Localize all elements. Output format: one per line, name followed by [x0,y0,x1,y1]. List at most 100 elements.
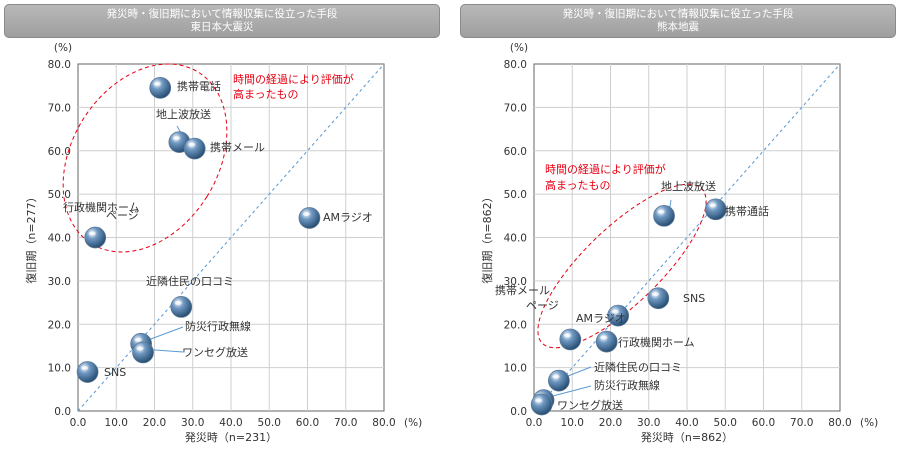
x-axis-tick-label: 80.0 [828,417,851,429]
data-label: SNS [683,292,705,305]
y-axis-tick-label: 10.0 [504,363,527,375]
data-label: 防災行政無線 [185,319,251,333]
data-point [653,204,675,227]
data-label: 携帯メール [495,283,550,297]
data-point-highlight [88,231,96,236]
annotation-text: 高まったもの [545,178,611,192]
y-axis-title: 復旧期（n=277） [25,191,38,283]
data-label: 近隣住民の口コミ [146,274,234,288]
data-point [298,207,321,229]
left-admin-homepage-second-line: ページ [106,209,139,222]
y-axis-unit-label: (%) [510,42,528,54]
data-point-highlight [134,337,142,342]
y-axis-tick-label: 20.0 [48,319,71,331]
y-axis-tick-label: 10.0 [48,363,71,375]
data-point [170,296,193,318]
data-point-highlight [563,333,571,338]
x-axis-tick-label: 60.0 [752,417,775,429]
data-label: 携帯電話 [177,79,221,93]
x-axis-unit-label: (%) [860,417,878,429]
data-point-highlight [657,209,665,214]
data-label: SNS [104,366,126,379]
data-point [183,137,206,160]
y-axis-tick-label: 40.0 [504,233,527,245]
data-label: 地上波放送 [156,107,211,121]
x-axis-tick-label: 50.0 [258,417,281,429]
annotation-text: 時間の経過により評価が [545,162,666,176]
data-point-highlight [153,81,161,86]
y-axis-title: 復旧期（n=862） [481,191,494,283]
data-point-highlight [611,309,619,314]
left-chart-panel: 発災時・復旧期において情報収集に役立った手段 東日本大震災 0.0 0.0 10.0… [0,0,446,449]
annotation-text: 時間の経過により評価が [233,72,354,86]
y-axis-tick-label: 30.0 [504,276,527,288]
right-chart-panel: 発災時・復旧期において情報収集に役立った手段 熊本地震 0.0 0.0 10.0 10… [456,0,902,449]
y-axis-tick-label: 60.0 [504,146,527,158]
x-axis-tick-label: 0.0 [70,417,87,429]
data-point-highlight [172,136,180,141]
data-point-highlight [81,365,89,370]
data-point [595,330,618,353]
x-axis-tick-label: 60.0 [296,417,319,429]
y-axis-tick-label: 30.0 [48,276,71,288]
data-label: 携帯メール [210,140,265,154]
y-axis-tick-label: 0.0 [510,406,527,418]
x-axis-tick-label: 20.0 [143,417,166,429]
label-leader-line [147,348,184,353]
x-axis-title: 発災時（n=862） [641,430,733,444]
x-axis-tick-label: 70.0 [790,417,813,429]
data-point [530,393,553,416]
x-axis-tick-label: 20.0 [599,417,622,429]
right-chart-title: 発災時・復旧期において情報収集に役立った手段 [562,8,794,20]
right-scatter-chart: 0.00.0 10.0 10.0 20.0 20.0 30.0 30.0 40.0 40.0 50… [481,42,878,444]
data-label: 携帯通話 [725,204,769,218]
x-axis-title: 発災時（n=231） [185,430,277,444]
y-axis-tick-label: 70.0 [504,102,527,114]
data-label: 行政機関ホーム [618,335,695,349]
data-label: AMラジオ [576,312,626,325]
highlight-ellipse [62,63,228,253]
y-axis-tick-label: 80.0 [504,59,527,71]
x-axis-unit-label: (%) [404,417,422,429]
data-point-highlight [600,335,608,340]
annotation-text: 高まったもの [233,87,299,101]
y-axis-tick-label: 50.0 [504,189,527,201]
x-axis-tick-label: 0.0 [526,417,543,429]
equality-reference-line [533,63,841,412]
y-axis-tick-label: 0.0 [54,406,71,418]
y-axis-tick-label: 60.0 [48,146,71,158]
data-label: 地上波放送 [661,179,716,193]
data-point-highlight [136,346,144,351]
y-axis-tick-label: 70.0 [48,102,71,114]
data-label: 防災行政無線 [594,378,660,392]
data-point [132,341,154,364]
data-point [548,369,570,392]
data-label: ワンセグ放送 [557,398,623,412]
x-axis-tick-label: 30.0 [637,417,660,429]
label-leader-line [548,385,592,398]
data-point-highlight [188,142,196,147]
data-label: AMラジオ [323,211,373,224]
left-chart-title-box: 発災時・復旧期において情報収集に役立った手段 東日本大震災 [4,4,440,38]
y-axis-tick-label: 50.0 [48,189,71,201]
data-point [647,287,670,310]
data-point-highlight [651,292,659,297]
left-scatter-chart: 0.00.0 10.0 10.0 20.0 20.0 30.0 30.0 40.0 40.0 50… [25,42,422,444]
left-chart-title: 発災時・復旧期において情報収集に役立った手段 [106,8,338,20]
data-point [149,77,172,99]
right-chart-subtitle: 熊本地震 [657,21,699,33]
data-label: 近隣住民の口コミ [594,360,682,374]
x-axis-tick-label: 40.0 [675,417,698,429]
x-axis-tick-label: 70.0 [334,417,357,429]
x-axis-tick-label: 80.0 [372,417,395,429]
data-point-highlight [302,211,310,216]
right-chart-title-box: 発災時・復旧期において情報収集に役立った手段 熊本地震 [460,4,896,38]
x-axis-tick-label: 30.0 [181,417,204,429]
x-axis-tick-label: 40.0 [219,417,242,429]
x-axis-tick-label: 50.0 [714,417,737,429]
data-point-highlight [535,398,543,403]
y-axis-tick-label: 80.0 [48,59,71,71]
y-axis-unit-label: (%) [54,42,72,54]
x-axis-tick-label: 10.0 [105,417,128,429]
